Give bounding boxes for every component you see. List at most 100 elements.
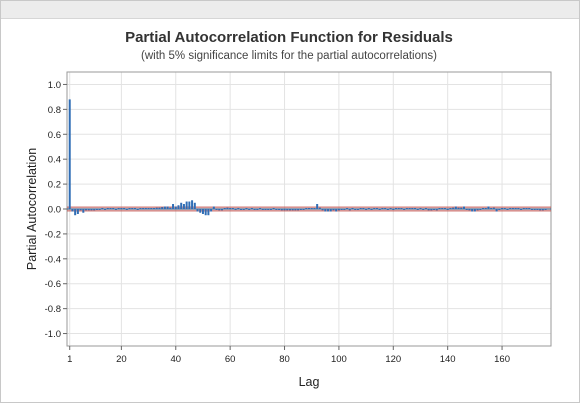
pacf-bar bbox=[286, 209, 289, 211]
pacf-bar bbox=[373, 208, 376, 209]
pacf-bar bbox=[340, 209, 343, 210]
pacf-bar bbox=[133, 208, 136, 209]
pacf-bar bbox=[299, 209, 302, 210]
pacf-bar bbox=[117, 208, 120, 209]
pacf-bar bbox=[215, 209, 218, 210]
pacf-bar bbox=[180, 202, 183, 209]
pacf-bar bbox=[392, 209, 395, 210]
pacf-bar bbox=[269, 209, 272, 210]
pacf-bar bbox=[182, 204, 185, 209]
pacf-bar bbox=[147, 208, 150, 209]
pacf-bar bbox=[174, 206, 177, 209]
pacf-bar bbox=[196, 209, 199, 212]
pacf-bar bbox=[302, 209, 305, 210]
pacf-bar bbox=[321, 209, 324, 211]
pacf-bar bbox=[454, 206, 457, 209]
x-tick-label: 20 bbox=[116, 354, 127, 365]
pacf-bar bbox=[414, 208, 417, 209]
pacf-bar bbox=[422, 209, 425, 210]
pacf-bar bbox=[324, 209, 327, 212]
pacf-bar bbox=[210, 209, 213, 212]
pacf-bar bbox=[316, 204, 319, 209]
pacf-bar bbox=[76, 209, 79, 214]
pacf-bar bbox=[112, 208, 115, 209]
pacf-bar bbox=[188, 201, 191, 209]
pacf-bar bbox=[405, 208, 408, 209]
pacf-bar bbox=[305, 208, 308, 209]
pacf-bar bbox=[539, 209, 542, 211]
pacf-bar bbox=[234, 209, 237, 210]
y-tick-label: -1.0 bbox=[45, 329, 61, 340]
y-tick-label: -0.6 bbox=[45, 279, 61, 290]
pacf-bar bbox=[476, 209, 479, 211]
pacf-bar bbox=[419, 208, 422, 209]
pacf-bar bbox=[297, 209, 300, 211]
y-tick-label: 0.0 bbox=[48, 205, 61, 216]
pacf-bar bbox=[408, 208, 411, 209]
pacf-bar bbox=[397, 208, 400, 209]
pacf-bar bbox=[201, 209, 204, 214]
pacf-bar bbox=[462, 206, 465, 209]
x-tick-label: 140 bbox=[440, 354, 456, 365]
pacf-bar bbox=[511, 208, 514, 209]
pacf-bar bbox=[259, 208, 262, 209]
pacf-bar bbox=[193, 202, 196, 209]
y-tick-label: -0.2 bbox=[45, 229, 61, 240]
pacf-bar bbox=[375, 208, 378, 209]
pacf-bar bbox=[482, 208, 485, 209]
pacf-bar bbox=[242, 209, 245, 210]
pacf-bar bbox=[452, 207, 455, 209]
pacf-bar bbox=[283, 209, 286, 211]
chart-subtitle: (with 5% significance limits for the par… bbox=[141, 50, 437, 62]
pacf-bar bbox=[411, 208, 414, 209]
pacf-bar bbox=[85, 209, 88, 211]
pacf-bar bbox=[362, 208, 365, 209]
y-tick-label: -0.8 bbox=[45, 304, 61, 315]
x-tick-label: 80 bbox=[279, 354, 290, 365]
pacf-bar bbox=[346, 208, 349, 209]
pacf-bar bbox=[267, 209, 270, 210]
y-tick-label: 0.4 bbox=[48, 155, 61, 166]
pacf-bar bbox=[248, 209, 251, 210]
chart-title: Partial Autocorrelation Function for Res… bbox=[125, 29, 453, 46]
pacf-bar bbox=[416, 209, 419, 210]
pacf-bar bbox=[131, 208, 134, 209]
pacf-bar bbox=[172, 204, 175, 209]
pacf-bar bbox=[218, 209, 221, 211]
pacf-bar bbox=[484, 208, 487, 209]
gridlines bbox=[67, 72, 551, 346]
pacf-bar bbox=[384, 208, 387, 209]
pacf-bar bbox=[123, 208, 126, 209]
pacf-bar bbox=[530, 209, 533, 210]
pacf-bar bbox=[109, 208, 112, 209]
pacf-bar bbox=[139, 208, 142, 209]
pacf-bar bbox=[150, 208, 153, 209]
pacf-bar bbox=[142, 208, 145, 209]
pacf-bar bbox=[479, 209, 482, 210]
pacf-bar bbox=[367, 208, 370, 209]
axis-ticks: 1.00.80.60.40.20.0-0.2-0.4-0.6-0.8-1.01 2… bbox=[45, 80, 510, 365]
pacf-bar bbox=[313, 208, 316, 209]
pacf-bar bbox=[433, 209, 436, 210]
pacf-bar bbox=[278, 209, 281, 210]
pacf-bar bbox=[240, 209, 243, 210]
pacf-bar bbox=[457, 207, 460, 209]
pacf-bar bbox=[229, 208, 232, 209]
pacf-bar bbox=[104, 209, 107, 210]
pacf-bar bbox=[381, 208, 384, 209]
pacf-bar bbox=[136, 209, 139, 210]
y-tick-label: 1.0 bbox=[48, 80, 61, 91]
pacf-bar bbox=[185, 201, 188, 209]
pacf-bar bbox=[430, 209, 433, 211]
pacf-bar bbox=[177, 205, 180, 209]
pacf-bar bbox=[169, 207, 172, 209]
pacf-bar bbox=[95, 209, 98, 210]
pacf-bar bbox=[199, 209, 202, 213]
pacf-bar bbox=[541, 209, 544, 211]
pacf-bar bbox=[536, 209, 539, 210]
pacf-bar bbox=[294, 209, 297, 211]
pacf-bar bbox=[207, 209, 210, 216]
pacf-bar bbox=[435, 209, 438, 211]
pacf-bar bbox=[468, 209, 471, 211]
